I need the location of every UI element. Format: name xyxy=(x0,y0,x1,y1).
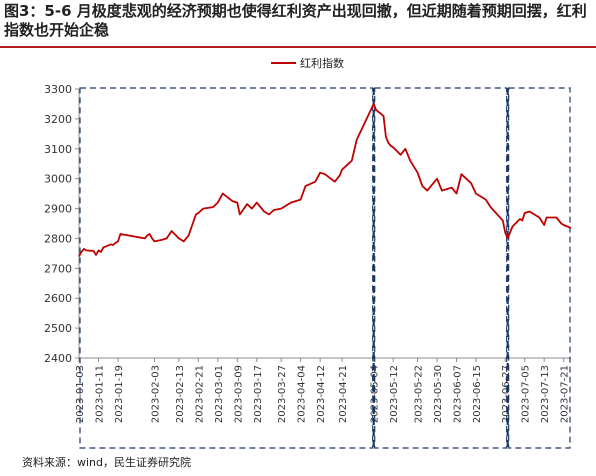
series-line-dividend-index xyxy=(78,103,572,257)
x-tick-label: 2023-01-19 xyxy=(114,365,125,423)
figure-title: 图3：5-6 月极度悲观的经济预期也使得红利资产出现回撤，但近期随着预期回摆，红… xyxy=(4,2,587,39)
x-tick-label: 2023-07-21 xyxy=(560,365,571,423)
x-tick-label: 2023-02-21 xyxy=(194,365,205,423)
x-tick-label: 2023-04-21 xyxy=(338,365,349,423)
y-tick-label: 2800 xyxy=(44,232,72,245)
y-tick-label: 3200 xyxy=(44,113,72,126)
y-tick-label: 3100 xyxy=(44,143,72,156)
y-tick-label: 2400 xyxy=(44,352,72,365)
x-tick-label: 2023-06-07 xyxy=(453,365,464,423)
x-tick-label: 2023-04-12 xyxy=(316,365,327,423)
y-tick-label: 2700 xyxy=(44,262,72,275)
source-note: 资料来源：wind，民生证券研究院 xyxy=(22,456,192,469)
y-tick-label: 2500 xyxy=(44,322,72,335)
chart-axes: 2400 2500 2600 2700 2800 2900 3000 3100 3200 3300… xyxy=(44,83,571,423)
x-tick-label: 2023-05-12 xyxy=(389,365,400,423)
y-tick-label: 2600 xyxy=(44,292,72,305)
x-tick-label: 2023-03-17 xyxy=(253,365,264,423)
x-tick-label: 2023-04-04 xyxy=(297,365,308,423)
y-tick-label: 3300 xyxy=(44,83,72,96)
x-tick-label: 2023-05-04 xyxy=(370,365,381,423)
line-chart: 红利指数 2400 2500 2600 2700 2800 2900 3000 3100 320… xyxy=(44,56,572,449)
legend-label: 红利指数 xyxy=(300,56,344,70)
x-tick-label: 2023-01-11 xyxy=(94,365,105,423)
x-tick-label: 2023-06-15 xyxy=(472,365,483,423)
x-tick-label: 2023-02-03 xyxy=(151,365,162,423)
period-highlight-boxes xyxy=(79,87,571,449)
x-tick-label: 2023-03-27 xyxy=(277,365,288,423)
x-tick-label: 2023-07-13 xyxy=(540,365,551,423)
x-tick-label: 2023-02-13 xyxy=(175,365,186,423)
x-tick-label: 2023-03-09 xyxy=(233,365,244,423)
x-tick-label: 2023-05-30 xyxy=(433,365,444,423)
x-tick-label: 2023-05-22 xyxy=(414,365,425,423)
y-tick-label: 3000 xyxy=(44,173,72,186)
x-tick-label: 2023-07-05 xyxy=(521,365,532,423)
x-tick-label: 2023-06-27 xyxy=(501,365,512,423)
x-tick-label: 2023-03-01 xyxy=(214,365,225,423)
x-tick-label: 2023-01-03 xyxy=(75,365,86,423)
y-tick-label: 2900 xyxy=(44,203,72,216)
title-underline xyxy=(0,46,596,48)
chart-legend: 红利指数 xyxy=(271,56,344,70)
chart-series xyxy=(78,103,572,257)
